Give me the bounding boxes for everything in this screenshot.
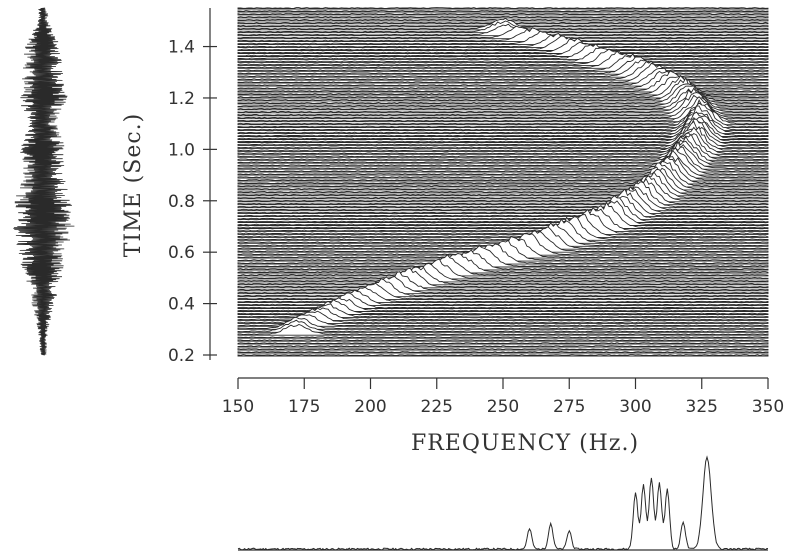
x-tick-label: 225 [421,397,453,417]
waterfall-spectrogram-panel: 0.2 0.4 0.6 0.8 1.0 1.2 1.4 150 175 200 225 250 275… [121,7,784,456]
waterfall-trace [237,126,769,152]
waterfall-trace [237,132,769,158]
y-tick-label: 1.2 [168,89,195,109]
spectrum-trace [237,455,769,551]
waterfall-trace [237,23,769,37]
waterfall-trace [237,245,769,268]
waterfall-trace [237,133,769,161]
waterfall-trace [237,339,769,342]
waterfall-trace [237,354,769,357]
waterfall-trace [237,216,769,241]
waterfall-trace [237,208,769,235]
x-tick-label: 250 [487,397,519,417]
x-tick-label: 300 [619,397,651,417]
x-tick-label: 150 [222,397,254,417]
x-tick-label: 350 [752,397,784,417]
waterfall-trace [237,258,769,280]
waterfall-trace [237,76,769,102]
waterfall-trace [237,336,769,339]
waterfall-trace [237,342,769,345]
x-tick-label: 325 [686,397,718,417]
time-waveform-panel [13,7,75,356]
waterfall-trace [237,13,769,16]
waterfall-trace [237,324,769,336]
waterfall-trace [237,88,769,111]
waterfall-trace [237,41,769,57]
waterfall-trace [237,140,769,170]
waterfall-trace [237,37,769,54]
waterfall-trace [237,43,769,60]
waterfall-trace [237,16,769,19]
waterfall-trace [237,25,769,40]
waterfall-trace [237,206,769,232]
waterfall-trace [237,307,769,321]
waterfall-trace [237,282,769,301]
waterfall-trace [237,348,769,351]
time-waveform-trace [13,7,75,356]
waterfall-trace [237,30,769,46]
waterfall-trace [237,135,769,164]
y-tick-label: 1.4 [168,38,195,58]
waterfall-trace [237,214,769,238]
y-ticks: 0.2 0.4 0.6 0.8 1.0 1.2 1.4 [168,38,217,366]
y-tick-label: 0.8 [168,192,195,212]
y-tick-label: 0.6 [168,243,195,263]
waterfall-trace [237,254,769,277]
waterfall-trace [237,243,769,265]
waterfall-trace [237,267,769,289]
waterfall-trace [237,83,769,105]
waterfall-trace [237,48,769,66]
waterfall-trace [237,47,769,63]
waterfall-trace [237,140,769,167]
waterfall-trace [237,200,769,226]
waterfall-trace [237,299,769,315]
waterfall-trace [237,85,769,108]
waterfall-trace [237,10,769,13]
waterfall-trace [237,275,769,295]
waterfall-trace [237,271,769,292]
y-tick-label: 0.4 [168,295,195,315]
waterfall-trace [237,253,769,274]
x-ticks: 150 175 200 225 250 275 300 325 350 [222,378,784,417]
waterfall-trace [237,345,769,348]
waterfall-trace [237,147,769,176]
waterfall-trace [237,351,769,354]
x-tick-label: 175 [288,397,320,417]
x-tick-label: 200 [354,397,386,417]
waterfall-trace [237,35,769,51]
waterfall-trace [237,7,769,10]
waterfall-trace [237,262,769,283]
waterfall-trace [237,195,769,221]
waterfall-trace [237,32,769,49]
waterfall-trace [237,195,769,223]
waterfall-trace [237,146,769,173]
y-tick-label: 0.2 [168,346,195,366]
waterfall-trace [237,27,769,43]
waterfall-traces [237,7,769,357]
waterfall-trace [237,249,769,271]
waterfall-trace [237,266,769,286]
spectrum-panel [237,455,769,551]
waterfall-trace [237,201,769,229]
y-tick-label: 1.0 [168,140,195,160]
x-tick-label: 275 [553,397,585,417]
waterfall-trace [237,303,769,318]
x-axis-label: FREQUENCY (Hz.) [411,431,639,456]
y-axis-label: TIME (Sec.) [121,113,146,258]
